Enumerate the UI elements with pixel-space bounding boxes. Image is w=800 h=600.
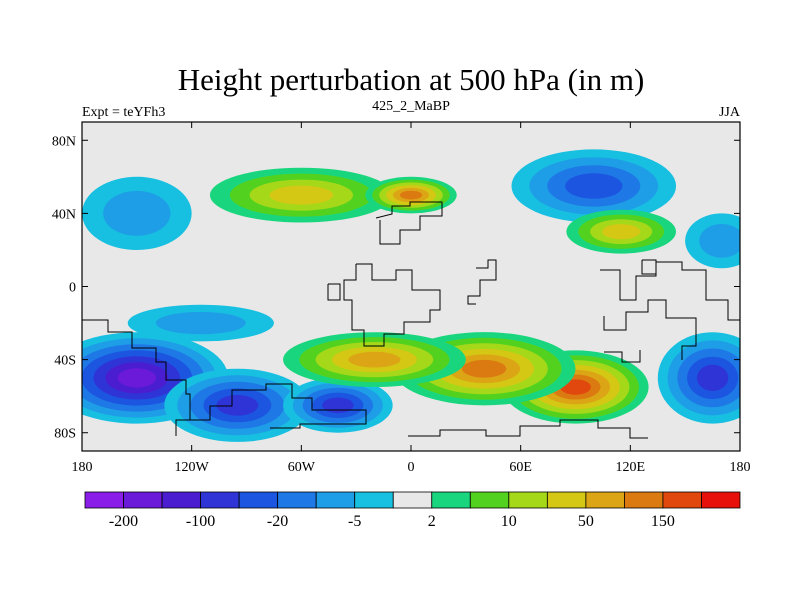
y-tick-label-0: 80N bbox=[52, 134, 76, 149]
right-string: JJA bbox=[719, 105, 741, 120]
coastline-small-island bbox=[641, 259, 657, 275]
left-string: Expt = teYFh3 bbox=[82, 105, 165, 120]
colorbar-label-4: 2 bbox=[428, 513, 436, 530]
colorbar-box-2 bbox=[161, 491, 201, 509]
x-tick-label-6: 180 bbox=[730, 460, 751, 475]
colorbar-box-16 bbox=[701, 491, 741, 509]
anomaly-band-2-5 bbox=[322, 397, 354, 414]
anomaly-band-5-6 bbox=[461, 359, 507, 378]
x-tick-label-0: 180 bbox=[72, 460, 93, 475]
colorbar-label-5: 10 bbox=[501, 513, 517, 530]
x-tick-label-5: 120E bbox=[616, 460, 646, 475]
y-tick-label-2: 0 bbox=[69, 281, 76, 296]
coastline-antarctic-east bbox=[408, 419, 648, 439]
anomaly-band-10-4 bbox=[565, 173, 623, 199]
coastline-outlines bbox=[82, 201, 740, 439]
colorbar-box-14 bbox=[624, 491, 664, 509]
colorbar-box-3 bbox=[200, 491, 240, 509]
y-axis-ticks: 80N 40N 0 40S 80S bbox=[52, 134, 740, 442]
anomaly-band-13-2 bbox=[699, 223, 740, 258]
colorbar-box-8 bbox=[392, 491, 433, 509]
colorbar-label-2: -20 bbox=[267, 513, 288, 530]
colorbar-label-1: -100 bbox=[186, 513, 215, 530]
colorbar-box-7 bbox=[354, 491, 394, 509]
coastline-antarctic-west bbox=[186, 383, 367, 429]
coastline-asia-east bbox=[600, 261, 740, 321]
colorbar-box-4 bbox=[238, 491, 279, 509]
colorbar-label-0: -200 bbox=[109, 513, 138, 530]
coastline-europe bbox=[467, 259, 497, 305]
colorbar-box-12 bbox=[546, 491, 587, 509]
y-tick-label-4: 80S bbox=[54, 427, 76, 442]
anomaly-band-9-6 bbox=[399, 190, 423, 200]
y-tick-label-1: 40N bbox=[52, 207, 76, 222]
contour-field bbox=[82, 122, 740, 451]
x-tick-label-4: 60E bbox=[509, 460, 532, 475]
anomaly-band-0-7 bbox=[117, 368, 157, 388]
center-string: 425_2_MaBP bbox=[372, 99, 450, 114]
colorbar-box-1 bbox=[123, 491, 163, 509]
x-axis-ticks: 180 120W 60W 0 60E 120E 180 bbox=[72, 122, 751, 475]
coastline-east-asia-2 bbox=[603, 299, 697, 360]
anomaly-band-7-2 bbox=[155, 311, 246, 335]
coastline-west-africa bbox=[343, 263, 441, 347]
anomaly-band-6-5 bbox=[348, 351, 401, 368]
coastline-africa bbox=[375, 201, 443, 245]
colorbar: -200 -100 -20 -5 2 10 50 150 bbox=[84, 491, 741, 530]
x-tick-label-3: 0 bbox=[408, 460, 415, 475]
colorbar-label-6: 50 bbox=[578, 513, 594, 530]
y-tick-label-3: 40S bbox=[54, 354, 76, 369]
coastline-southeast bbox=[604, 350, 641, 363]
chart-title: Height perturbation at 500 hPa (in m) bbox=[178, 62, 645, 97]
x-tick-label-2: 60W bbox=[288, 460, 316, 475]
colorbar-box-10 bbox=[469, 491, 510, 509]
anomaly-band-8-4 bbox=[269, 185, 334, 205]
x-tick-label-1: 120W bbox=[175, 460, 210, 475]
anomaly-band-3-5 bbox=[696, 364, 729, 391]
colorbar-box-11 bbox=[508, 491, 548, 509]
colorbar-box-13 bbox=[585, 491, 625, 509]
anomaly-band-12-2 bbox=[103, 190, 171, 236]
colorbar-box-15 bbox=[662, 491, 702, 509]
colorbar-box-0 bbox=[84, 491, 124, 509]
coastline-isthmus bbox=[327, 283, 341, 301]
colorbar-box-6 bbox=[315, 491, 356, 509]
colorbar-label-3: -5 bbox=[348, 513, 361, 530]
coastline-south-america bbox=[82, 319, 191, 436]
colorbar-box-9 bbox=[431, 491, 471, 509]
colorbar-box-5 bbox=[277, 491, 317, 509]
colorbar-label-7: 150 bbox=[651, 513, 675, 530]
anomaly-band-11-4 bbox=[602, 224, 641, 240]
anomaly-band-1-5 bbox=[216, 394, 259, 416]
